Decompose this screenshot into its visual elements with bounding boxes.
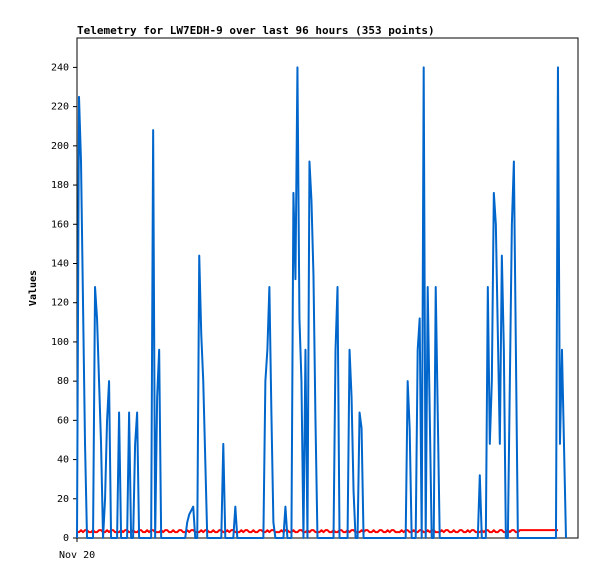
y-tick-label: 20: [57, 494, 69, 505]
x-tick-label: Nov 20: [59, 550, 95, 561]
y-tick-label: 120: [51, 298, 69, 309]
y-tick-label: 160: [51, 219, 69, 230]
y-tick-label: 100: [51, 337, 69, 348]
y-tick-label: 140: [51, 258, 69, 269]
y-tick-label: 240: [51, 62, 69, 73]
y-tick-label: 180: [51, 180, 69, 191]
series-line: [76, 66, 567, 539]
y-axis-label: Values: [28, 270, 39, 306]
y-tick-label: 40: [57, 455, 69, 466]
y-tick-label: 200: [51, 141, 69, 152]
y-tick-label: 80: [57, 376, 69, 387]
y-tick-label: 0: [63, 533, 69, 544]
y-tick-label: 220: [51, 102, 69, 113]
y-tick-label: 60: [57, 415, 69, 426]
chart-title: Telemetry for LW7EDH-9 over last 96 hour…: [77, 24, 435, 37]
